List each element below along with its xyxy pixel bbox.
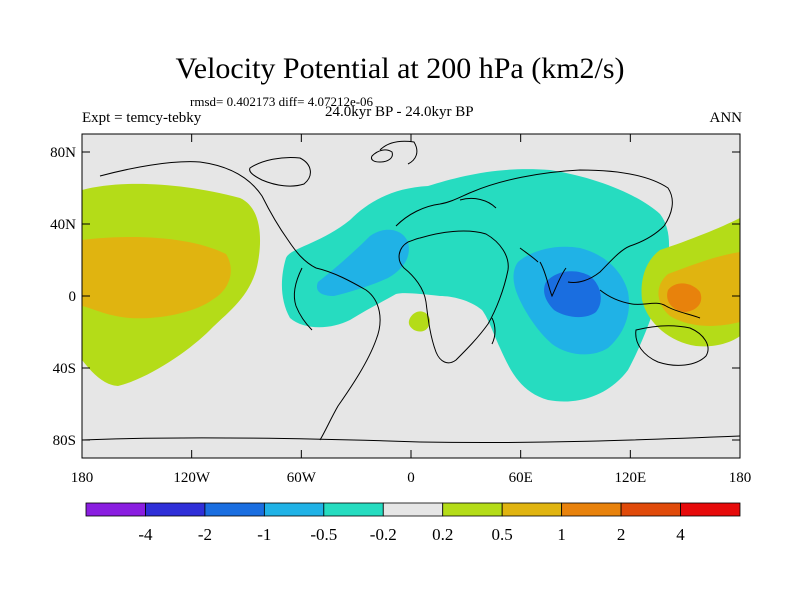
colorbar-swatch xyxy=(85,502,146,517)
map-plot-area xyxy=(81,133,741,459)
colorbar-label: -1 xyxy=(257,525,271,544)
y-tick-label: 80N xyxy=(50,145,76,161)
colorbar-label: 0.2 xyxy=(432,525,453,544)
colorbar-label: -0.2 xyxy=(370,525,397,544)
stats-line: rmsd= 0.402173 diff= 4.07212e-06 xyxy=(190,94,374,109)
colorbar-swatch xyxy=(501,502,563,517)
colorbar-swatch xyxy=(442,502,503,517)
plot-title: Velocity Potential at 200 hPa (km2/s) xyxy=(175,52,625,85)
x-tick-label: 120E xyxy=(614,470,646,486)
x-tick-label: 180 xyxy=(71,470,94,486)
x-axis-ticks: 180 120W 60W 0 60E 120E 180 xyxy=(71,134,752,486)
colorbar-swatch xyxy=(382,502,444,517)
contour-south-atlantic-positive xyxy=(408,311,430,332)
colorbar-label: 2 xyxy=(617,525,626,544)
y-tick-label: 40N xyxy=(50,217,76,233)
colorbar-label: -0.5 xyxy=(310,525,337,544)
colorbar-swatch xyxy=(680,502,741,517)
period-label: 24.0kyr BP - 24.0kyr BP xyxy=(325,104,474,120)
colorbar-swatch xyxy=(561,502,622,517)
contour-atlantic-negative xyxy=(316,229,409,296)
contour-west-pacific-max xyxy=(667,283,702,312)
colorbar-swatch xyxy=(263,502,325,517)
colorbar-swatch xyxy=(620,502,681,517)
colorbar-label: 1 xyxy=(557,525,566,544)
colorbar-label: 0.5 xyxy=(492,525,513,544)
x-tick-label: 60W xyxy=(287,470,317,486)
coastlines xyxy=(82,140,740,444)
colorbar: -4 -2 -1 -0.5 -0.2 0.2 0.5 1 2 4 xyxy=(85,502,741,544)
colorbar-swatch xyxy=(145,502,206,517)
x-tick-label: 0 xyxy=(407,470,415,486)
y-tick-label: 0 xyxy=(69,289,77,305)
season-label: ANN xyxy=(709,110,743,126)
experiment-label: Expt = temcy-tebky xyxy=(82,110,202,126)
y-tick-label: 40S xyxy=(53,361,76,377)
contour-east-pacific-high xyxy=(82,236,231,319)
x-tick-label: 120W xyxy=(173,470,211,486)
y-axis-ticks: 80N 40N 0 40S 80S xyxy=(50,145,740,449)
colorbar-swatch xyxy=(204,502,265,517)
y-tick-label: 80S xyxy=(53,433,76,449)
colorbar-label: -4 xyxy=(138,525,153,544)
colorbar-swatch xyxy=(323,502,384,517)
colorbar-label: -2 xyxy=(198,525,212,544)
x-tick-label: 180 xyxy=(729,470,752,486)
x-tick-label: 60E xyxy=(509,470,533,486)
colorbar-label: 4 xyxy=(676,525,685,544)
